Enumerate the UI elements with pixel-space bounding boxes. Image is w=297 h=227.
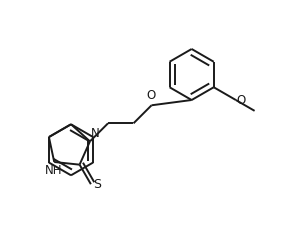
- Text: N: N: [91, 127, 100, 140]
- Text: O: O: [237, 94, 246, 106]
- Text: O: O: [146, 89, 155, 102]
- Text: S: S: [94, 178, 101, 191]
- Text: NH: NH: [45, 164, 62, 177]
